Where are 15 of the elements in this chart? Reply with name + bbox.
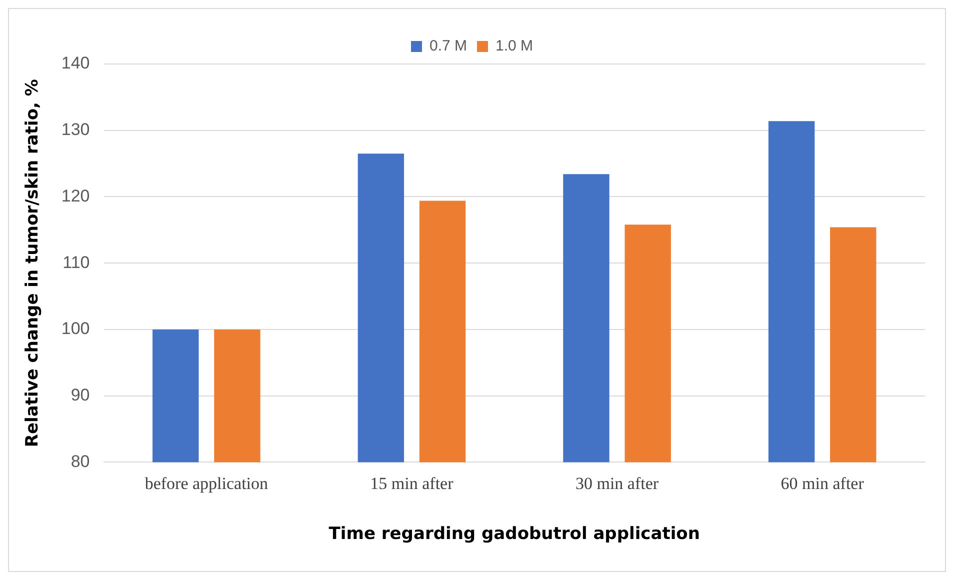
legend-label: 1.0 M: [496, 38, 534, 55]
y-tick-label: 120: [61, 186, 90, 206]
x-axis-title: Time regarding gadobutrol application: [328, 524, 700, 544]
legend-label: 0.7 M: [429, 38, 467, 55]
y-axis-title: Relative change in tumor/skin ratio, %: [22, 79, 43, 448]
y-tick-label: 140: [61, 54, 90, 73]
x-tick-label: 60 min after: [780, 474, 864, 493]
y-tick-label: 110: [62, 252, 90, 272]
y-tick-label: 130: [61, 120, 90, 140]
y-tick-label: 80: [70, 452, 90, 471]
x-tick-label: before application: [144, 474, 269, 493]
x-tick-label: 15 min after: [370, 474, 454, 493]
x-tick-label: 30 min after: [575, 474, 659, 493]
y-tick-label: 100: [61, 319, 90, 338]
y-tick-label: 90: [70, 386, 90, 405]
